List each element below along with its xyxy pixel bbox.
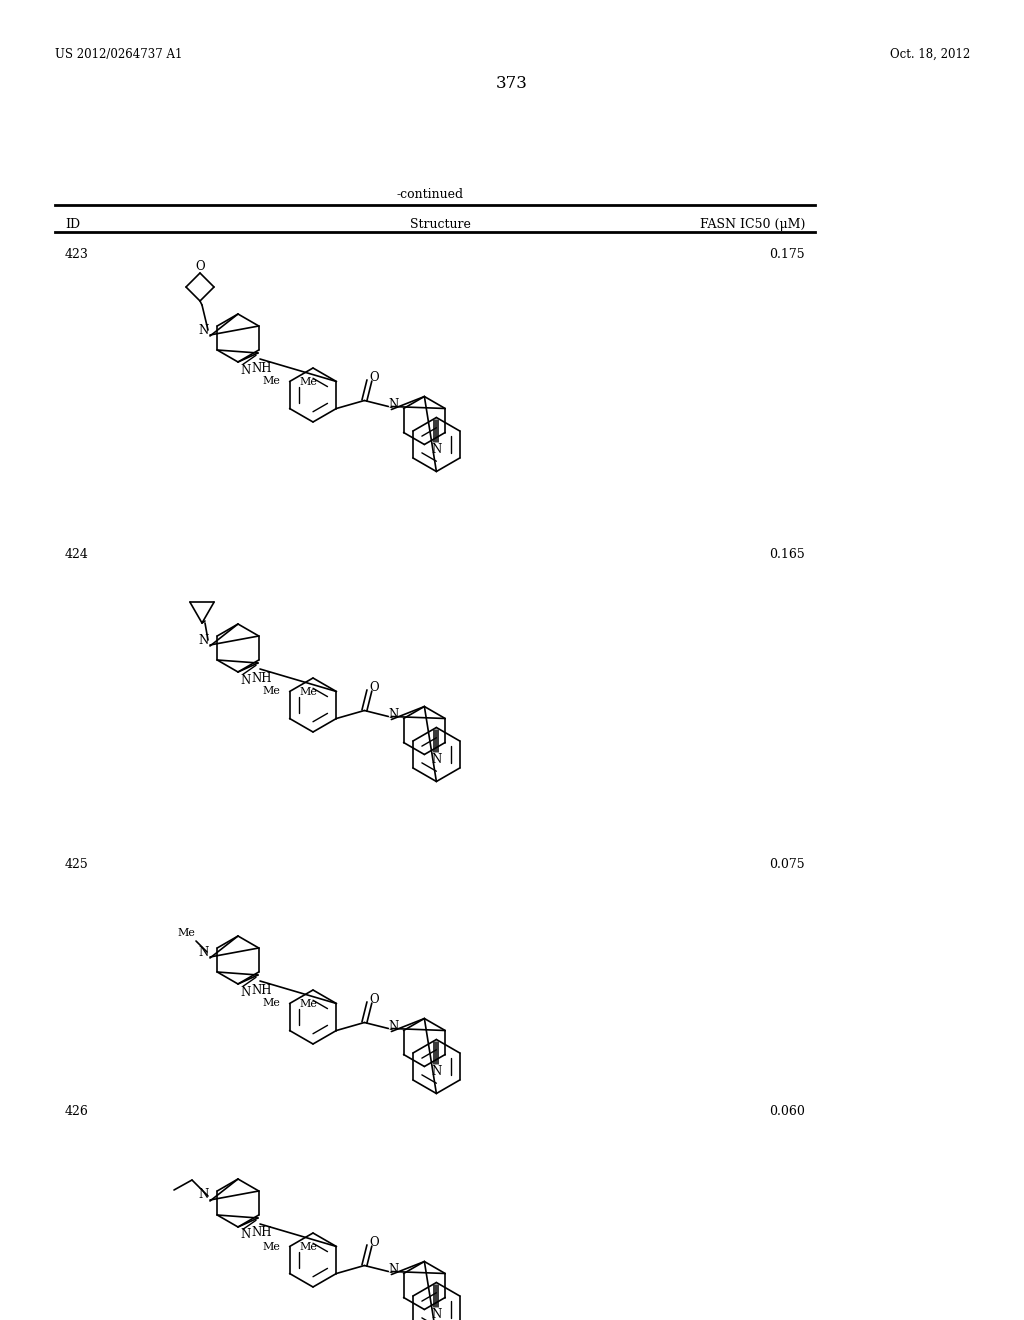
Text: 0.165: 0.165: [769, 548, 805, 561]
Text: N: N: [431, 444, 441, 455]
Text: N: N: [241, 986, 251, 998]
Text: O: O: [370, 1236, 379, 1249]
Text: Me: Me: [263, 1242, 281, 1251]
Text: 0.060: 0.060: [769, 1105, 805, 1118]
Text: Structure: Structure: [410, 218, 470, 231]
Text: Oct. 18, 2012: Oct. 18, 2012: [890, 48, 970, 61]
Text: N: N: [388, 399, 398, 411]
Text: 0.175: 0.175: [769, 248, 805, 261]
Text: O: O: [370, 993, 379, 1006]
Text: O: O: [196, 260, 205, 272]
Text: 373: 373: [496, 75, 528, 92]
Text: N: N: [241, 1229, 251, 1242]
Text: N: N: [241, 363, 251, 376]
Text: N: N: [388, 1263, 398, 1276]
Text: 424: 424: [65, 548, 89, 561]
Text: 0.075: 0.075: [769, 858, 805, 871]
Text: 425: 425: [65, 858, 89, 871]
Text: O: O: [370, 681, 379, 694]
Text: Me: Me: [263, 998, 281, 1008]
Text: N: N: [241, 673, 251, 686]
Text: US 2012/0264737 A1: US 2012/0264737 A1: [55, 48, 182, 61]
Text: O: O: [370, 371, 379, 384]
Text: NH: NH: [252, 1226, 272, 1239]
Text: N: N: [431, 1308, 441, 1320]
Text: Me: Me: [177, 928, 195, 939]
Text: 423: 423: [65, 248, 89, 261]
Text: N: N: [199, 1188, 209, 1201]
Text: N: N: [199, 945, 209, 958]
Text: FASN IC50 (μM): FASN IC50 (μM): [699, 218, 805, 231]
Text: N: N: [388, 708, 398, 721]
Text: ID: ID: [65, 218, 80, 231]
Text: N: N: [431, 752, 441, 766]
Text: N: N: [199, 323, 209, 337]
Text: Me: Me: [299, 999, 317, 1008]
Text: Me: Me: [299, 1242, 317, 1251]
Text: -continued: -continued: [396, 187, 464, 201]
Text: N: N: [388, 1020, 398, 1034]
Text: Me: Me: [299, 378, 317, 387]
Text: NH: NH: [252, 672, 272, 685]
Text: N: N: [431, 1065, 441, 1078]
Text: Me: Me: [299, 686, 317, 697]
Text: NH: NH: [252, 983, 272, 997]
Text: N: N: [199, 634, 209, 647]
Text: NH: NH: [252, 362, 272, 375]
Text: 426: 426: [65, 1105, 89, 1118]
Text: Me: Me: [263, 686, 281, 697]
Text: Me: Me: [263, 376, 281, 387]
